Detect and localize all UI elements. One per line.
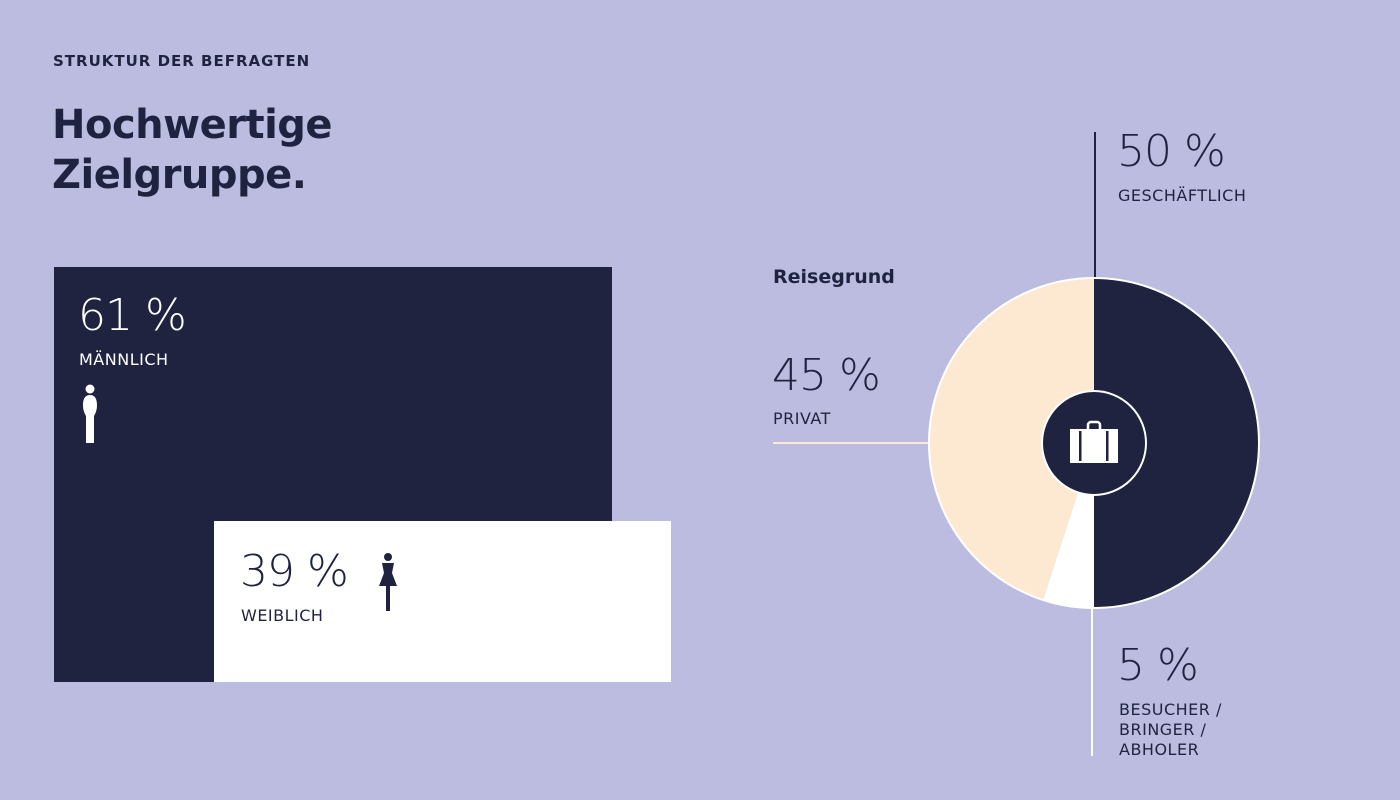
pie-slice-privat — [929, 278, 1094, 600]
geschaeftlich-value: 50 % — [1117, 126, 1226, 177]
male-icon — [83, 384, 97, 443]
bar-female — [214, 521, 671, 682]
pie-outline — [928, 277, 1260, 609]
male-label: MÄNNLICH — [79, 350, 169, 369]
geschaeftlich-label: GESCHÄFTLICH — [1118, 186, 1247, 205]
besucher-label-line: BRINGER / — [1119, 720, 1207, 739]
page-title: Hochwertige Zielgruppe. — [52, 100, 333, 200]
besucher-label: BESUCHER / BRINGER / ABHOLER — [1119, 700, 1222, 760]
suitcase-icon — [1070, 420, 1118, 463]
privat-value: 45 % — [772, 350, 881, 401]
besucher-label-line: BESUCHER / — [1119, 700, 1222, 719]
pie-slice-geschäftlich — [1094, 278, 1259, 608]
female-icon — [379, 553, 397, 611]
title-line-1: Hochwertige — [52, 102, 333, 148]
title-line-2: Zielgruppe. — [52, 152, 307, 198]
female-value: 39 % — [240, 546, 349, 597]
male-value: 61 % — [78, 290, 187, 341]
besucher-value: 5 % — [1117, 640, 1199, 691]
female-label: WEIBLICH — [241, 606, 324, 625]
privat-label: PRIVAT — [773, 409, 831, 428]
pie-title: Reisegrund — [773, 266, 895, 288]
kicker: STRUKTUR DER BEFRAGTEN — [53, 52, 311, 70]
besucher-label-line: ABHOLER — [1119, 740, 1200, 759]
